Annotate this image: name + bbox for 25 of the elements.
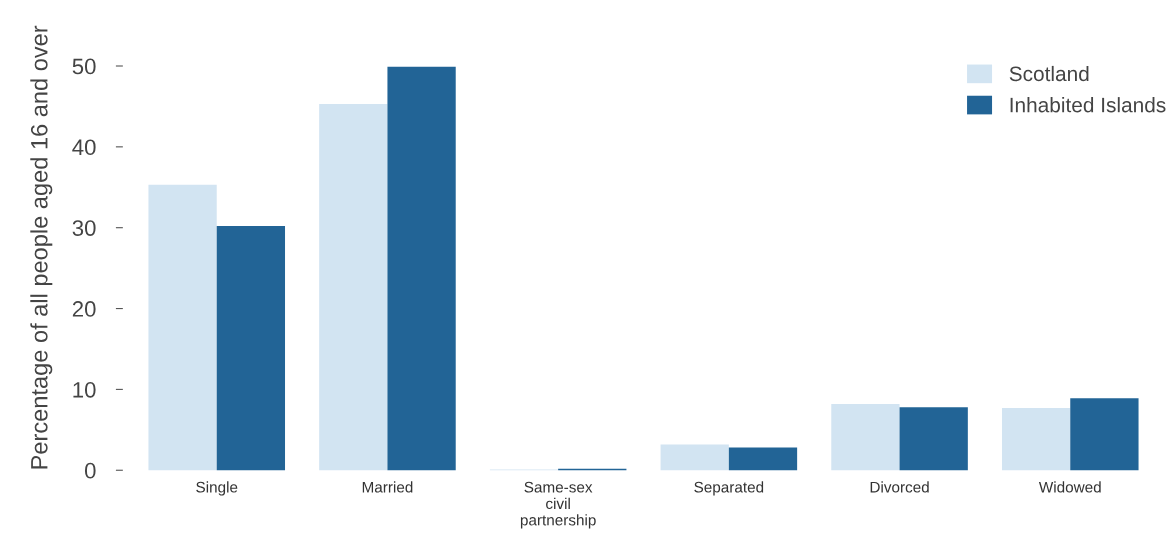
x-tick-label: Widowed <box>1038 481 1101 493</box>
legend-label: Inhabited Islands <box>1010 97 1166 113</box>
bar <box>660 444 729 471</box>
x-tick-label: Divorced <box>870 481 929 493</box>
x-tick-label: Separated <box>694 481 764 496</box>
bar <box>319 104 388 471</box>
bar <box>899 407 968 471</box>
y-tick-label: 40 <box>72 139 96 156</box>
y-axis-title: Percentage of all people aged 16 and over <box>30 25 53 469</box>
y-tick-label: 30 <box>72 220 96 236</box>
bar <box>387 66 456 471</box>
x-tick-label: Single <box>196 481 238 496</box>
x-tick-label: Same-sex civil partnership <box>520 481 596 529</box>
y-tick-label: 10 <box>73 381 96 398</box>
y-tick-label: 20 <box>72 301 96 317</box>
bar <box>216 226 286 471</box>
bar <box>831 403 900 471</box>
legend-label: Scotland <box>1009 65 1089 82</box>
bar <box>1070 398 1139 471</box>
bar <box>728 447 798 471</box>
y-tick-label: 50 <box>72 58 96 75</box>
y-tick-label: 0 <box>84 462 96 479</box>
x-tick-label: Married <box>362 481 413 493</box>
bar <box>1001 408 1071 471</box>
bar <box>148 184 217 471</box>
